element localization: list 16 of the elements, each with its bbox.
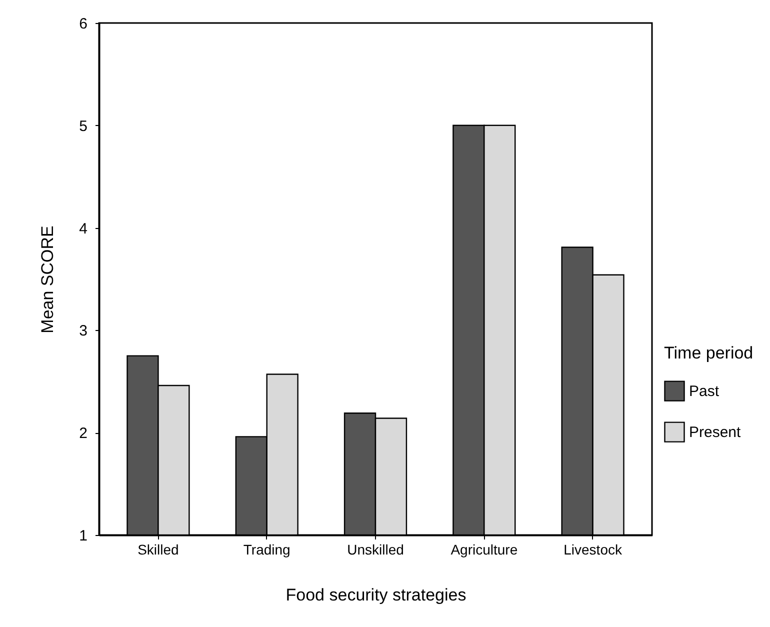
- y-axis-title: Mean SCORE: [38, 226, 58, 334]
- y-tick-label: 1: [79, 528, 88, 544]
- x-tick-label: Agriculture: [450, 542, 518, 558]
- x-tick-label: Unskilled: [347, 542, 404, 558]
- legend-label: Past: [689, 383, 720, 400]
- y-tick-label: 4: [79, 220, 88, 238]
- legend-title: Time period: [664, 344, 754, 363]
- y-tick-label: 3: [79, 322, 88, 340]
- x-axis-title: Food security strategies: [286, 586, 466, 604]
- x-tick-label: Trading: [243, 542, 290, 558]
- legend-label: Present: [689, 424, 742, 442]
- x-tick-label: Livestock: [564, 542, 623, 558]
- y-tick-label: 2: [79, 425, 88, 442]
- x-tick-label: Skilled: [138, 542, 179, 558]
- y-tick-label: 6: [79, 16, 88, 32]
- y-tick-label: 5: [79, 118, 88, 135]
